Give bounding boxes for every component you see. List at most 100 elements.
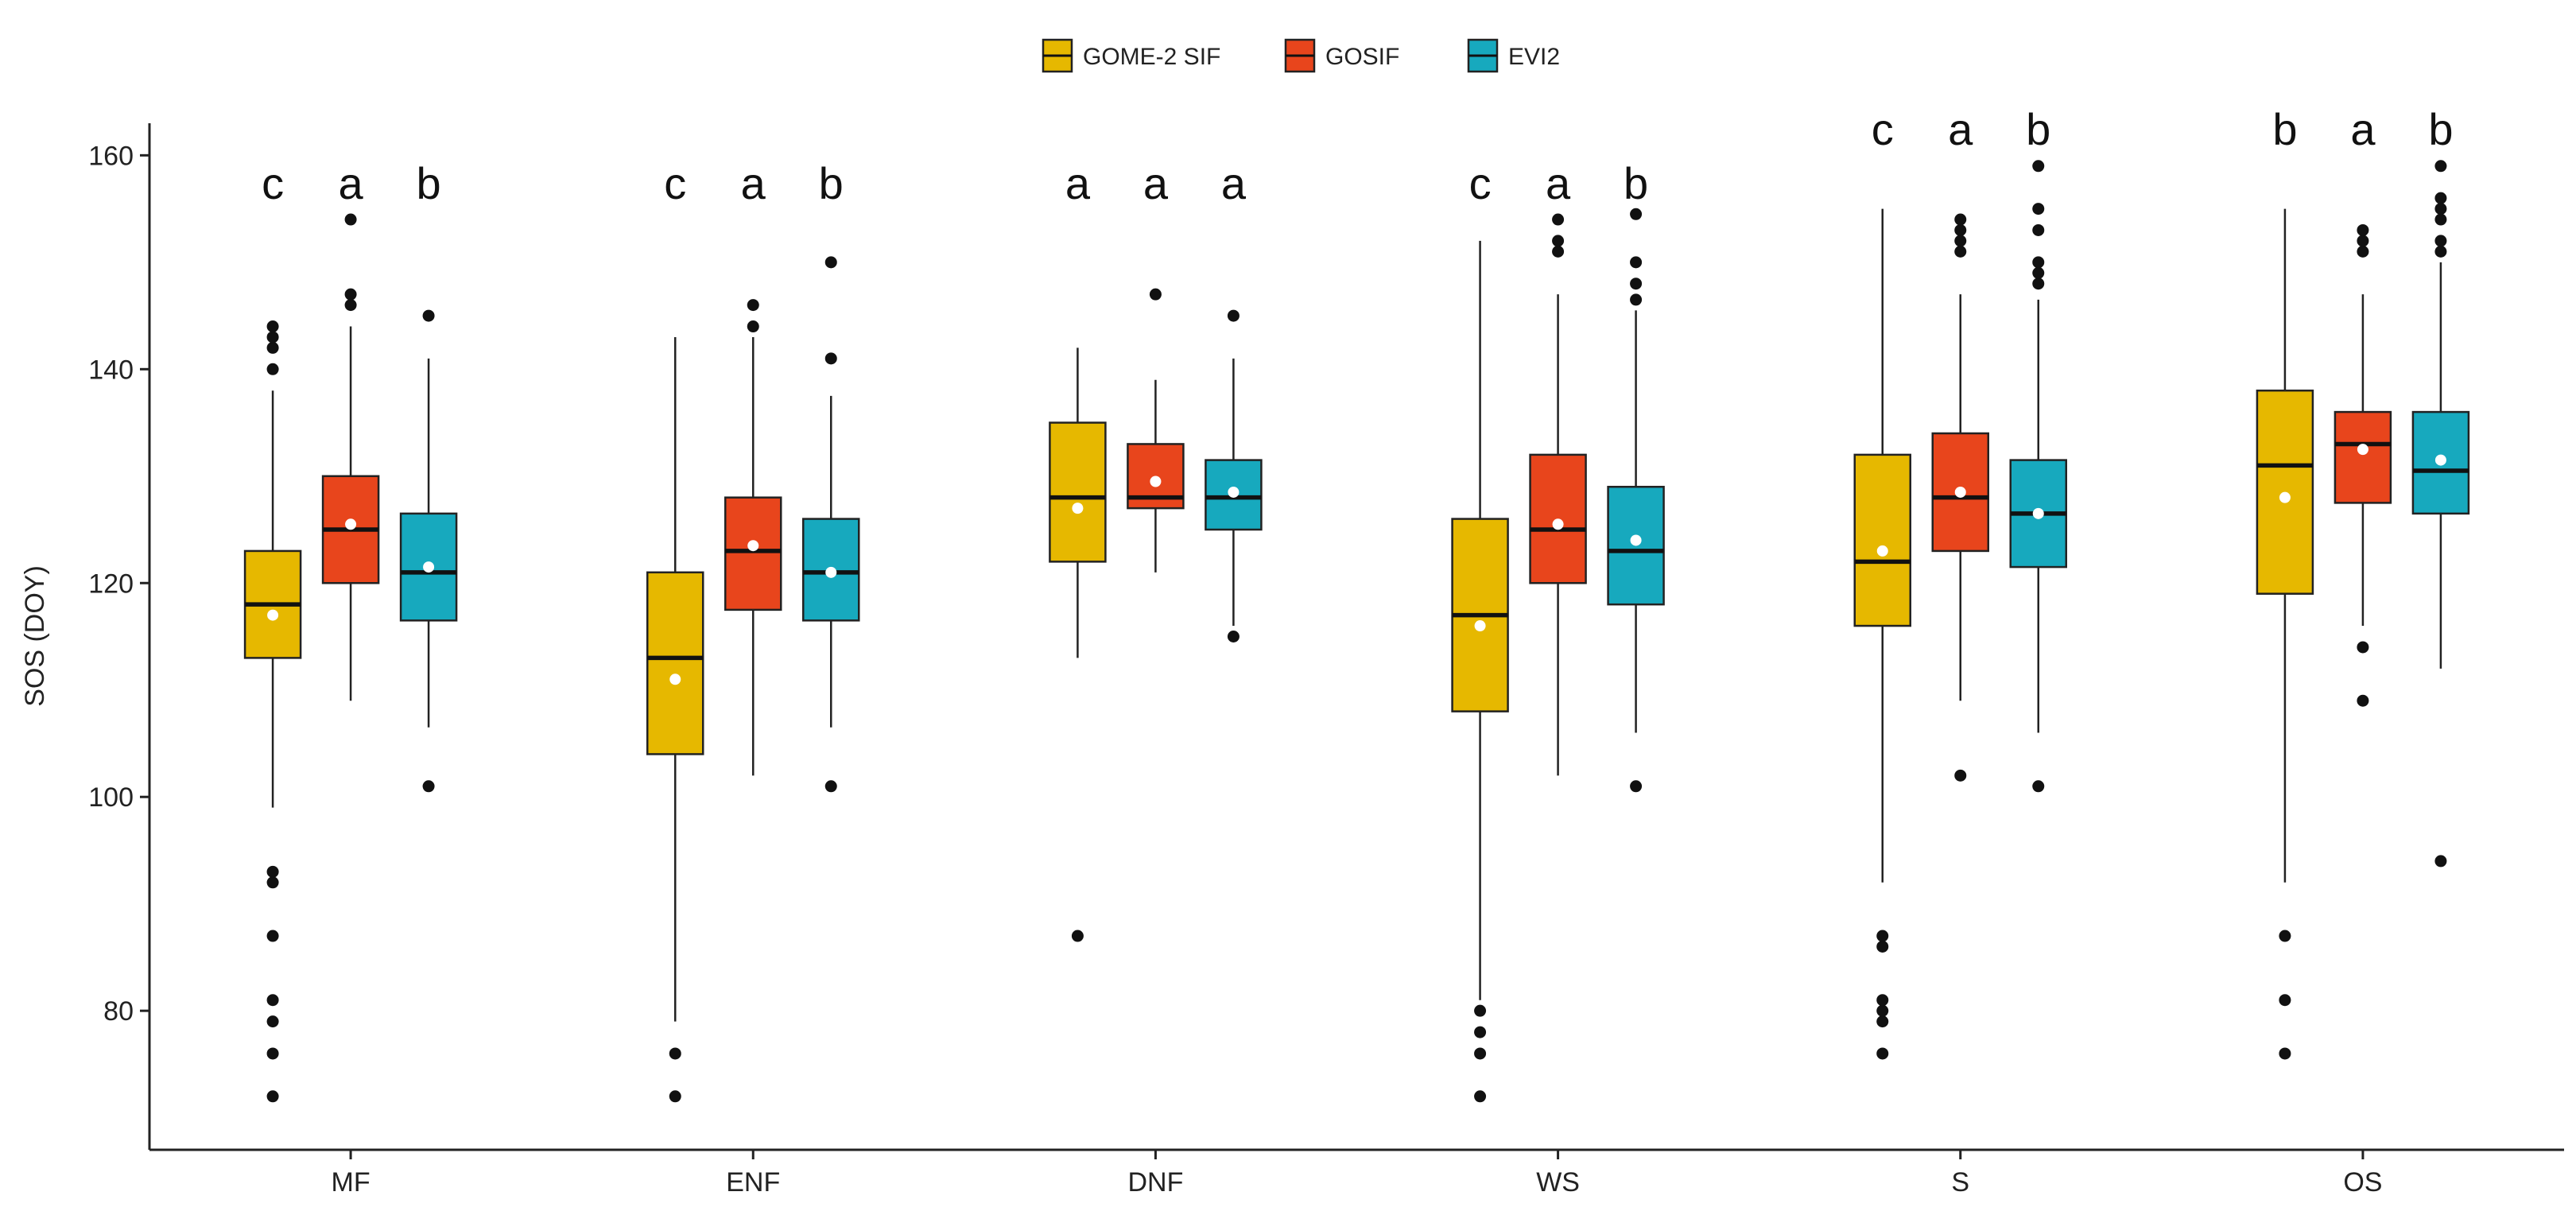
box-mf-evi2: b	[399, 158, 458, 793]
legend-label: GOSIF	[1325, 44, 1399, 70]
outlier-point	[1227, 309, 1240, 322]
y-tick-label: 160	[88, 141, 134, 171]
y-axis-title: SOS (DOY)	[20, 565, 50, 707]
outlier-point	[2279, 930, 2291, 942]
outlier-point	[1071, 930, 1084, 942]
box-mf-gosif: a	[321, 158, 380, 701]
outlier-point	[1954, 235, 1967, 247]
outlier-point	[422, 309, 435, 322]
outlier-point	[2434, 855, 2447, 868]
box-os-gosif: a	[2334, 104, 2392, 707]
outlier-point	[2357, 641, 2369, 654]
significance-letter: c	[664, 158, 686, 208]
outlier-point	[266, 1015, 279, 1028]
outlier-point	[2357, 245, 2369, 258]
box-enf-evi2: b	[802, 158, 860, 793]
outlier-point	[824, 256, 837, 269]
outlier-point	[1630, 293, 1643, 306]
outlier-point	[266, 876, 279, 889]
outlier-point	[2279, 1047, 2291, 1060]
significance-letter: a	[2350, 104, 2376, 154]
mean-point	[2279, 491, 2291, 503]
mean-point	[747, 540, 759, 552]
outlier-point	[266, 331, 279, 344]
outlier-point	[2357, 694, 2369, 707]
outlier-point	[344, 299, 357, 312]
outlier-point	[266, 320, 279, 333]
outlier-point	[1876, 930, 1889, 942]
outlier-point	[2032, 223, 2045, 236]
outlier-point	[669, 1090, 681, 1103]
iqr-box	[1607, 485, 1665, 606]
mean-point	[267, 609, 279, 621]
x-tick-label: OS	[2343, 1167, 2382, 1198]
mean-point	[669, 673, 681, 685]
outlier-point	[2032, 256, 2045, 269]
outlier-point	[1552, 213, 1565, 226]
outlier-point	[344, 288, 357, 301]
outlier-point	[1474, 1026, 1487, 1038]
outlier-point	[2032, 266, 2045, 279]
mean-point	[1552, 518, 1564, 530]
box-mf-gome-2-sif: c	[243, 158, 302, 1103]
outlier-point	[1876, 1004, 1889, 1017]
axes: 80 100 120 140 160 MF ENF DNF WS S OS	[88, 123, 2564, 1198]
outlier-point	[824, 780, 837, 793]
outlier-point	[1876, 1047, 1889, 1060]
outlier-point	[2032, 203, 2045, 215]
mean-point	[1954, 486, 1966, 498]
box-enf-gosif: a	[724, 158, 782, 776]
significance-letter: a	[1143, 158, 1169, 208]
outlier-point	[2357, 235, 2369, 247]
mean-point	[1150, 476, 1162, 487]
box-ws-gosif: a	[1529, 158, 1587, 776]
outlier-point	[266, 363, 279, 375]
box-dnf-gosif: a	[1127, 158, 1185, 573]
outlier-point	[2434, 192, 2447, 204]
box-os-gome-2-sif: b	[2256, 104, 2314, 1060]
outlier-point	[2032, 278, 2045, 290]
outlier-point	[1630, 780, 1643, 793]
y-tick-label: 120	[88, 569, 134, 599]
mean-point	[423, 561, 435, 573]
outlier-point	[1954, 223, 1967, 236]
significance-letter: a	[1065, 158, 1091, 208]
box-dnf-gome-2-sif: a	[1049, 158, 1107, 942]
outlier-point	[266, 1090, 279, 1103]
outlier-point	[2434, 160, 2447, 173]
significance-letter: b	[2026, 104, 2050, 154]
outlier-point	[1630, 278, 1643, 290]
outlier-point	[1876, 940, 1889, 953]
outlier-point	[1954, 769, 1967, 782]
significance-letter: b	[819, 158, 844, 208]
outlier-point	[2357, 223, 2369, 236]
iqr-box	[1853, 453, 1911, 627]
significance-letter: c	[262, 158, 284, 208]
outlier-point	[2434, 235, 2447, 247]
outlier-point	[266, 994, 279, 1007]
significance-letter: c	[1469, 158, 1492, 208]
x-tick-label: S	[1951, 1167, 1969, 1198]
box-ws-evi2: b	[1607, 158, 1665, 793]
outlier-point	[266, 1047, 279, 1060]
outlier-point	[2032, 160, 2045, 173]
y-tick-label: 80	[103, 996, 134, 1027]
outlier-point	[2434, 245, 2447, 258]
box-s-evi2: b	[2009, 104, 2067, 793]
outlier-point	[1149, 288, 1162, 301]
outlier-point	[2032, 780, 2045, 793]
significance-letter: b	[2428, 104, 2453, 154]
outlier-point	[1474, 1047, 1487, 1060]
iqr-box	[1049, 421, 1107, 563]
legend-label: EVI2	[1508, 44, 1560, 70]
significance-letter: b	[2272, 104, 2297, 154]
outlier-point	[266, 341, 279, 354]
outlier-point	[1630, 208, 1643, 220]
mean-point	[1228, 486, 1240, 498]
mean-point	[2357, 444, 2368, 456]
box-os-evi2: b	[2411, 104, 2470, 868]
outlier-point	[1876, 1015, 1889, 1028]
outlier-point	[2434, 213, 2447, 226]
x-tick-label: DNF	[1127, 1167, 1183, 1198]
